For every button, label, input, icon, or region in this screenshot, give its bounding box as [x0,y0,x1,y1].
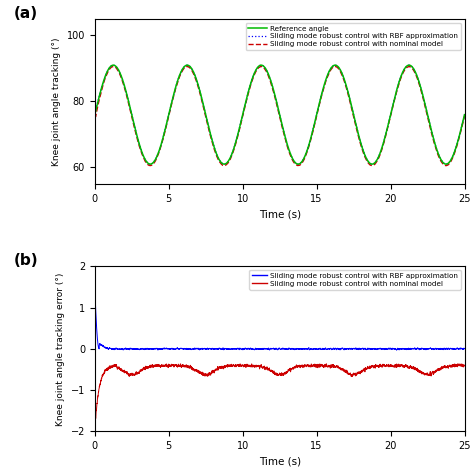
Reference angle [443,161,449,167]
Reference angle [462,112,467,118]
Sliding mode robust control with RBF approximation [394,347,400,353]
Sliding mode robust control with nominal model [233,139,239,145]
Sliding mode robust control with RBF approximation [233,138,239,144]
Reference angle [314,112,319,118]
Sliding mode robust control with nominal model [159,140,165,146]
Legend: Reference angle, Sliding mode robust control with RBF approximation, Sliding mod: Reference angle, Sliding mode robust con… [246,23,461,50]
Y-axis label: Knee joint angle tracking error (°): Knee joint angle tracking error (°) [56,272,65,426]
Sliding mode robust control with nominal model [159,363,165,369]
Sliding mode robust control with RBF approximation [159,346,165,352]
Line: Sliding mode robust control with nominal model: Sliding mode robust control with nominal… [95,66,465,165]
Sliding mode robust control with RBF approximation [396,80,402,85]
Sliding mode robust control with nominal model [396,81,401,87]
Sliding mode robust control with nominal model [368,163,374,168]
Reference angle [368,161,374,167]
Sliding mode robust control with nominal model [443,163,449,168]
Sliding mode robust control with RBF approximation [314,112,319,118]
Sliding mode robust control with RBF approximation [92,107,98,112]
Sliding mode robust control with nominal model [92,112,98,118]
Sliding mode robust control with nominal model [92,352,98,357]
Sliding mode robust control with nominal model [332,64,338,70]
Sliding mode robust control with RBF approximation [368,161,374,167]
X-axis label: Time (s): Time (s) [259,209,301,219]
Sliding mode robust control with RBF approximation [314,346,319,351]
Line: Reference angle: Reference angle [95,65,465,164]
Sliding mode robust control with RBF approximation [221,161,227,167]
Sliding mode robust control with nominal model [93,416,99,421]
Sliding mode robust control with RBF approximation [462,112,467,118]
Legend: Sliding mode robust control with RBF approximation, Sliding mode robust control : Sliding mode robust control with RBF app… [249,270,461,290]
Line: Sliding mode robust control with RBF approximation: Sliding mode robust control with RBF app… [95,287,465,350]
Reference angle [159,138,165,144]
X-axis label: Time (s): Time (s) [259,456,301,466]
Reference angle [110,62,116,68]
Reference angle [92,112,98,118]
Sliding mode robust control with RBF approximation [368,346,374,352]
Sliding mode robust control with RBF approximation [332,62,338,68]
Sliding mode robust control with RBF approximation [332,346,338,351]
Sliding mode robust control with nominal model [396,363,401,368]
Sliding mode robust control with nominal model [314,363,319,368]
Line: Sliding mode robust control with RBF approximation: Sliding mode robust control with RBF app… [95,65,465,164]
Sliding mode robust control with nominal model [233,364,239,369]
Sliding mode robust control with nominal model [332,364,338,370]
Sliding mode robust control with nominal model [368,364,374,369]
Sliding mode robust control with nominal model [462,363,467,369]
Text: (a): (a) [13,6,37,21]
Reference angle [396,80,401,85]
Sliding mode robust control with RBF approximation [462,346,467,351]
Reference angle [332,62,338,68]
Sliding mode robust control with RBF approximation [333,62,338,68]
Sliding mode robust control with nominal model [462,113,467,119]
Sliding mode robust control with RBF approximation [92,284,98,290]
Sliding mode robust control with RBF approximation [233,346,239,352]
Sliding mode robust control with RBF approximation [159,139,165,145]
Text: (b): (b) [13,253,38,268]
Sliding mode robust control with nominal model [258,64,264,69]
Reference angle [233,138,239,144]
Y-axis label: Knee joint angle tracking (°): Knee joint angle tracking (°) [52,37,61,166]
Line: Sliding mode robust control with nominal model: Sliding mode robust control with nominal… [95,355,465,419]
Sliding mode robust control with nominal model [314,113,319,119]
Sliding mode robust control with RBF approximation [396,346,401,351]
